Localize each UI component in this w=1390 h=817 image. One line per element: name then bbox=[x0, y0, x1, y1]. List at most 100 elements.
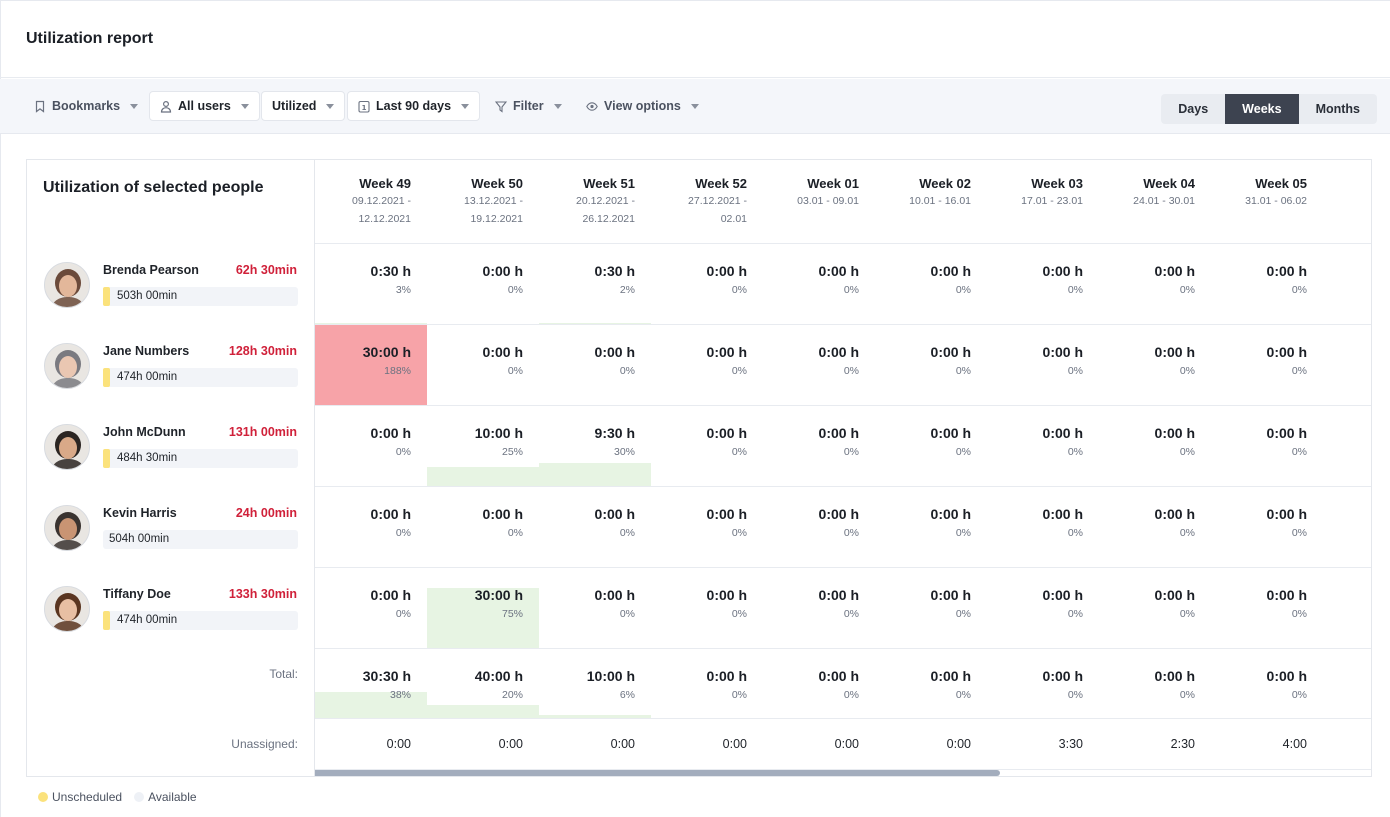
row-divider bbox=[27, 324, 1371, 325]
bookmark-icon bbox=[34, 100, 46, 113]
utilization-cell[interactable]: 0:00 h 0% bbox=[1211, 568, 1323, 649]
utilization-cell[interactable]: 0:00 h 0% bbox=[875, 487, 987, 568]
week-header: W 07.0 bbox=[1323, 176, 1371, 209]
total-percent-value: 0% bbox=[1067, 689, 1083, 701]
utilization-cell[interactable]: 30:00 h 75% bbox=[427, 568, 539, 649]
utilization-cell[interactable]: 0:00 h 0% bbox=[427, 244, 539, 325]
percent-value: 0% bbox=[731, 527, 747, 539]
total-percent-value: 6% bbox=[619, 689, 635, 701]
utilization-cell[interactable]: 0:00 h 0% bbox=[427, 325, 539, 406]
available-hours-text: 474h 00min bbox=[117, 371, 178, 383]
utilization-cell[interactable]: 0:00 h 0% bbox=[539, 568, 651, 649]
horizontal-scrollbar[interactable] bbox=[26, 770, 1372, 776]
hours-value: 0:00 h bbox=[370, 587, 411, 603]
person-row[interactable]: John McDunn 131h 00min 484h 30min bbox=[27, 406, 315, 487]
utilization-cell[interactable]: 0:00 h 0% bbox=[651, 406, 763, 487]
table-heading: Utilization of selected people bbox=[43, 179, 264, 196]
total-cell: 0:00 h 0% bbox=[987, 649, 1099, 719]
utilization-cell[interactable]: 0:00 h 0% bbox=[1099, 487, 1211, 568]
hours-value: 30:00 h bbox=[362, 344, 411, 360]
week-header: Week 52 27.12.2021 - 02.01 bbox=[651, 176, 763, 227]
utilization-cell[interactable]: 0:00 h 0% bbox=[875, 244, 987, 325]
calendar-icon: 1 bbox=[358, 100, 370, 113]
hours-value: 0:00 h bbox=[706, 425, 747, 441]
utilization-fill bbox=[427, 705, 539, 719]
utilization-cell[interactable]: 0:00 h 0% bbox=[539, 487, 651, 568]
mode-dropdown[interactable]: Utilized bbox=[261, 91, 346, 121]
utilization-cell[interactable]: 0:00 h 0% bbox=[651, 325, 763, 406]
scale-months-button[interactable]: Months bbox=[1315, 102, 1360, 116]
utilization-cell[interactable]: 0:00 h 0% bbox=[1211, 487, 1323, 568]
total-cell: 0:00 h 0% bbox=[763, 649, 875, 719]
view-options-dropdown[interactable]: View options bbox=[576, 91, 709, 121]
week-label: Week 02 bbox=[919, 176, 971, 191]
utilization-cell[interactable]: 0:00 h 0% bbox=[987, 244, 1099, 325]
scrollbar-thumb[interactable] bbox=[28, 770, 1000, 776]
percent-value: 0% bbox=[731, 608, 747, 620]
week-label: Week 52 bbox=[695, 176, 747, 191]
overtime-value: 131h 00min bbox=[228, 425, 297, 439]
filter-dropdown[interactable]: Filter bbox=[485, 91, 572, 121]
utilization-cell[interactable]: 0:00 h 0% bbox=[1211, 244, 1323, 325]
utilization-cell[interactable]: 0:00 h 0% bbox=[651, 487, 763, 568]
person-row[interactable]: Jane Numbers 128h 30min 474h 00min bbox=[27, 325, 315, 406]
utilization-cell[interactable]: 0:00 h 0% bbox=[1099, 568, 1211, 649]
person-name: Tiffany Doe bbox=[103, 587, 171, 601]
utilization-cell[interactable]: 0:00 h 0% bbox=[651, 244, 763, 325]
utilization-cell[interactable]: 0:30 h 2% bbox=[539, 244, 651, 325]
unassigned-value: 0:00 bbox=[498, 737, 523, 751]
percent-value: 0% bbox=[1291, 284, 1307, 296]
person-row[interactable]: Brenda Pearson 62h 30min 503h 00min bbox=[27, 244, 315, 325]
week-header: Week 03 17.01 - 23.01 bbox=[987, 176, 1099, 209]
utilization-cell[interactable]: 0:00 h 0% bbox=[427, 487, 539, 568]
utilization-cell[interactable]: 0:00 h 0% bbox=[315, 406, 427, 487]
week-label: Week 51 bbox=[583, 176, 635, 191]
utilization-cell[interactable]: 0:00 h 0% bbox=[763, 406, 875, 487]
unassigned-value: 3:30 bbox=[1058, 737, 1083, 751]
utilization-cell[interactable]: 0:00 h 0% bbox=[875, 325, 987, 406]
date-range-dropdown[interactable]: 1 Last 90 days bbox=[347, 91, 481, 121]
utilization-cell[interactable]: 0:00 h 0% bbox=[315, 568, 427, 649]
utilization-cell[interactable]: 0:00 h 0% bbox=[1211, 406, 1323, 487]
utilization-cell[interactable]: 0:00 h 0% bbox=[1099, 406, 1211, 487]
utilization-cell[interactable]: 0:00 h 0% bbox=[1099, 325, 1211, 406]
utilization-cell[interactable]: 30:00 h 188% bbox=[315, 325, 427, 406]
percent-value: 0% bbox=[955, 284, 971, 296]
utilization-cell[interactable]: 0:00 h 0% bbox=[1099, 244, 1211, 325]
utilization-cell[interactable]: 0:00 h 0% bbox=[1211, 325, 1323, 406]
users-dropdown[interactable]: All users bbox=[149, 91, 260, 121]
utilization-cell[interactable]: 9:30 h 30% bbox=[539, 406, 651, 487]
chevron-down-icon bbox=[130, 103, 139, 109]
utilization-cell[interactable]: 0:30 h 3% bbox=[315, 244, 427, 325]
person-row[interactable]: Tiffany Doe 133h 30min 474h 00min bbox=[27, 568, 315, 649]
row-divider bbox=[27, 486, 1371, 487]
utilization-cell[interactable]: 0:00 h 0% bbox=[539, 325, 651, 406]
total-hours-value: 0:00 h bbox=[1266, 668, 1307, 684]
avatar bbox=[44, 586, 90, 632]
utilization-fill bbox=[539, 715, 651, 719]
chevron-down-icon bbox=[326, 103, 335, 109]
scale-weeks-button[interactable]: Weeks bbox=[1225, 94, 1299, 124]
utilization-cell[interactable]: 0:00 h 0% bbox=[987, 325, 1099, 406]
scale-days-button[interactable]: Days bbox=[1178, 102, 1209, 116]
utilization-cell[interactable]: 0:00 h 0% bbox=[763, 568, 875, 649]
utilization-cell[interactable]: 0:00 h 0% bbox=[763, 487, 875, 568]
utilization-cell[interactable]: 0:00 h 0% bbox=[987, 487, 1099, 568]
percent-value: 0% bbox=[1291, 365, 1307, 377]
utilization-cell[interactable]: 0:00 h 0% bbox=[875, 406, 987, 487]
utilization-cell[interactable]: 0:00 h 0% bbox=[763, 325, 875, 406]
utilization-cell[interactable]: 0:00 h 0% bbox=[987, 568, 1099, 649]
utilization-cell[interactable]: 0:00 h 0% bbox=[875, 568, 987, 649]
utilization-cell[interactable]: 0:00 h 0% bbox=[651, 568, 763, 649]
utilization-cell[interactable]: 0:00 h 0% bbox=[315, 487, 427, 568]
total-cell: 40:00 h 20% bbox=[427, 649, 539, 719]
week-dates: 27.12.2021 - bbox=[688, 195, 747, 207]
person-row[interactable]: Kevin Harris 24h 00min 504h 00min bbox=[27, 487, 315, 568]
utilization-cell[interactable]: 10:00 h 25% bbox=[427, 406, 539, 487]
utilization-cell[interactable]: 0:00 h 0% bbox=[763, 244, 875, 325]
hours-value: 0:00 h bbox=[594, 506, 635, 522]
hours-value: 0:00 h bbox=[818, 587, 859, 603]
bookmarks-dropdown[interactable]: Bookmarks bbox=[24, 91, 148, 121]
utilization-cell[interactable]: 0:00 h 0% bbox=[987, 406, 1099, 487]
legend-available-label: Available bbox=[148, 790, 197, 804]
